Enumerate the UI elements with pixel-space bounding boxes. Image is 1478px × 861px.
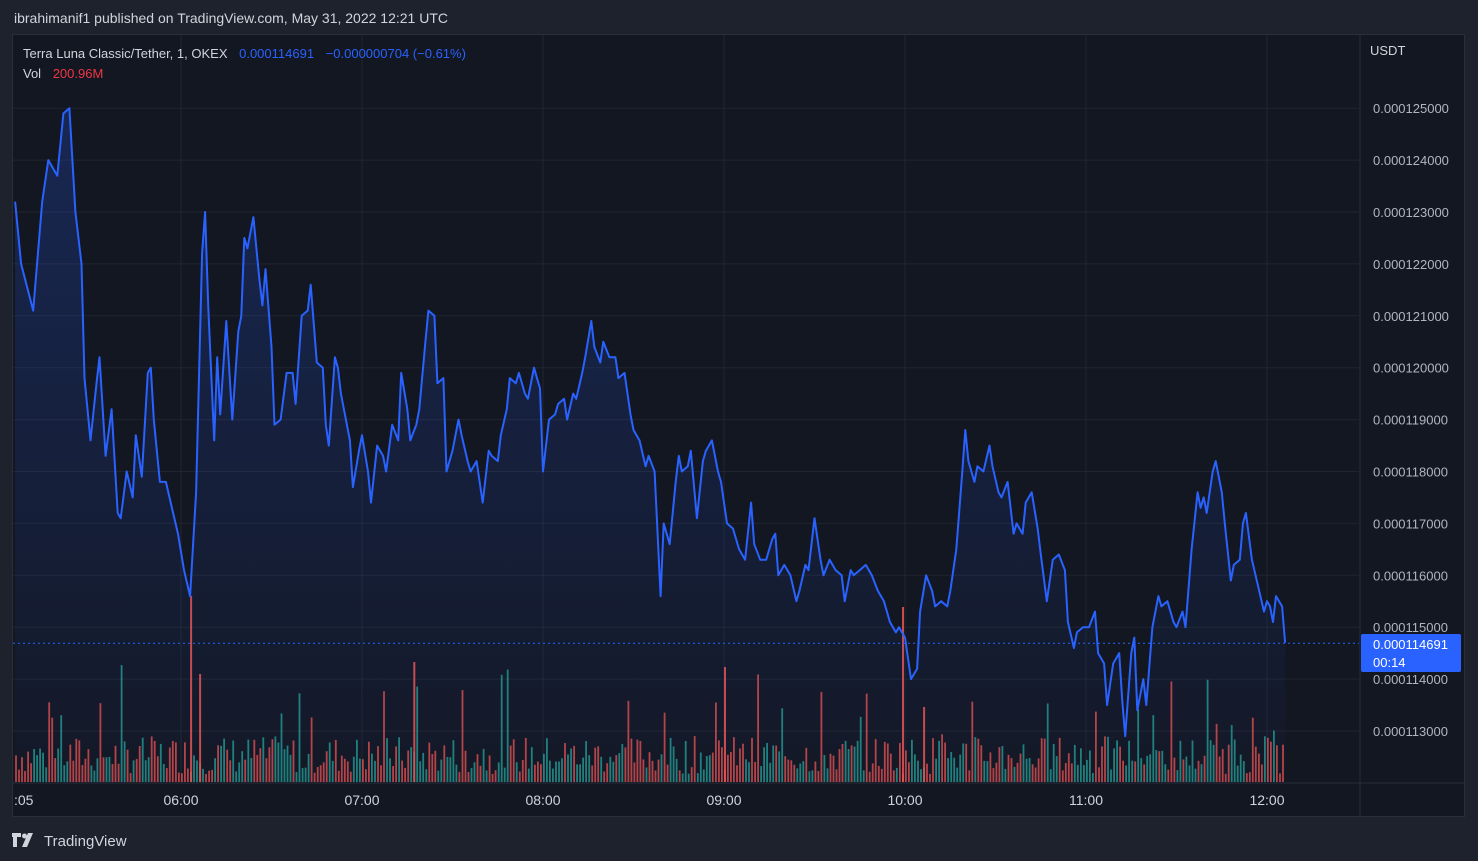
published-line: ibrahimanif1 published on TradingView.co… <box>14 10 448 26</box>
price-change: −0.000000704 (−0.61%) <box>325 46 466 61</box>
price-tick-label: 0.000113000 <box>1373 724 1448 739</box>
brand-name: TradingView <box>44 832 127 850</box>
price-tick-label: 0.000122000 <box>1373 257 1449 272</box>
chart-legend: Terra Luna Classic/Tether, 1, OKEX 0.000… <box>23 44 466 84</box>
time-tick-label: 06:00 <box>163 792 198 808</box>
price-tick-label: 0.000114000 <box>1373 672 1448 687</box>
volume-value: 200.96M <box>52 66 104 81</box>
time-tick-label: 12:00 <box>1249 792 1284 808</box>
current-price-tag: 0.000114691 00:14 <box>1361 634 1461 672</box>
price-tick-label: 0.000119000 <box>1373 413 1448 428</box>
current-price-label: 0.000114691 <box>1373 637 1448 652</box>
price-tick-label: 0.000118000 <box>1373 465 1448 480</box>
price-tick-label: 0.000120000 <box>1373 361 1449 376</box>
time-tick-label: 09:00 <box>706 792 741 808</box>
countdown-label: 00:14 <box>1373 655 1406 670</box>
time-tick-label: 08:00 <box>525 792 560 808</box>
volume-label[interactable]: Vol <box>23 66 42 81</box>
time-tick-label: 11:00 <box>1069 792 1103 808</box>
time-tick-label: 07:00 <box>344 792 379 808</box>
time-scale[interactable]: :05 06:00 07:00 08:00 09:00 10:00 11:00 12:00 <box>14 792 1285 808</box>
symbol-label[interactable]: Terra Luna Classic/Tether, 1, OKEX <box>23 46 228 61</box>
tradingview-logo-icon <box>12 833 33 847</box>
price-tick-label: 0.000123000 <box>1373 205 1449 220</box>
price-tick-label: 0.000124000 <box>1373 153 1449 168</box>
price-tick-label: 0.000115000 <box>1373 620 1448 635</box>
last-price: 0.000114691 <box>239 46 315 61</box>
price-tick-label: 0.000125000 <box>1373 101 1449 116</box>
price-tick-label: 0.000121000 <box>1373 309 1449 324</box>
price-tick-label: 0.000117000 <box>1373 516 1448 531</box>
price-tick-label: 0.000116000 <box>1373 568 1448 583</box>
time-tick-label: 10:00 <box>887 792 922 808</box>
price-area-fill <box>15 108 1286 782</box>
price-scale[interactable]: 0.000113000 0.000114000 0.000115000 0.00011… <box>1373 101 1449 739</box>
currency-label: USDT <box>1370 43 1405 58</box>
time-tick-label: :05 <box>14 792 34 808</box>
price-line <box>14 107 1287 738</box>
footer-brand[interactable]: TradingView <box>12 827 127 855</box>
